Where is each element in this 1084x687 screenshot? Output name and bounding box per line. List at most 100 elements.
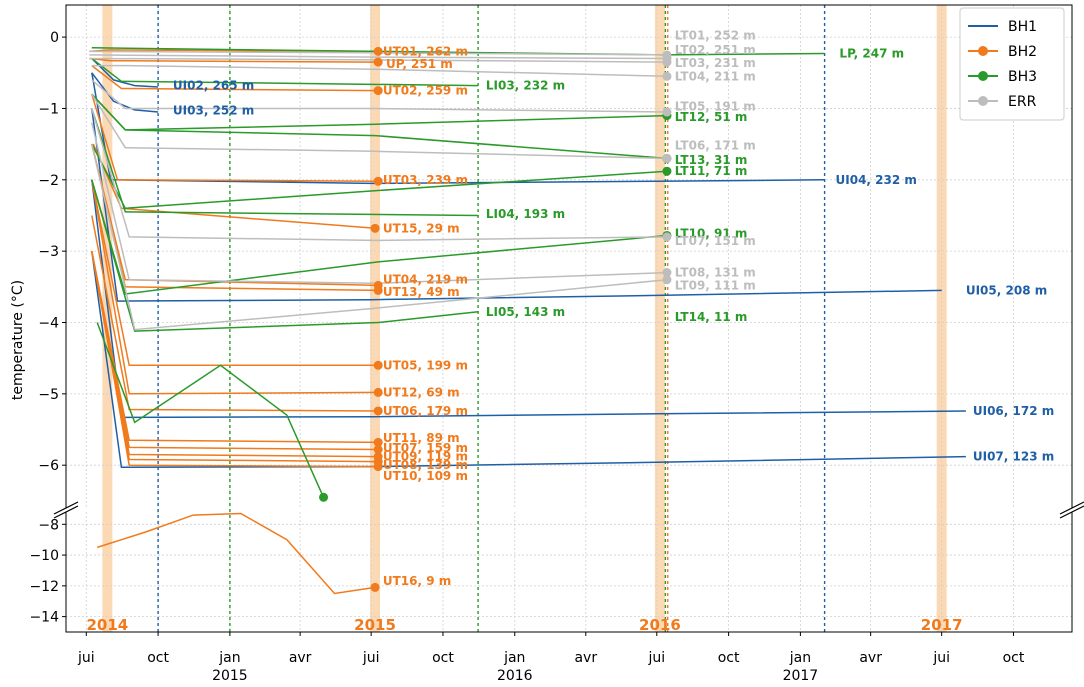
series-label-lp: LP, 247 m bbox=[839, 47, 904, 61]
legend-box bbox=[959, 7, 1065, 121]
series-label-ut16: UT16, 9 m bbox=[383, 574, 451, 588]
year-label-2014: 2014 bbox=[86, 616, 128, 634]
x-tick-label: oct bbox=[1003, 650, 1025, 666]
series-line-ut02 bbox=[91, 65, 379, 92]
x-tick-label: avr bbox=[574, 650, 597, 666]
year-label-2015: 2015 bbox=[354, 616, 396, 634]
series-label-ut05: UT05, 199 m bbox=[383, 358, 468, 372]
series-label-lt10: LT10, 91 m bbox=[675, 226, 748, 240]
series-line-lt09 bbox=[91, 143, 667, 331]
series-label-lt05: LT05, 191 m bbox=[675, 99, 756, 113]
series-line-ut03 bbox=[91, 93, 379, 182]
y-tick-label: −5 bbox=[38, 387, 59, 403]
series-marker-ut07 bbox=[373, 444, 383, 454]
x-tick-label: jui bbox=[77, 650, 95, 666]
series-label-lt07: LT07, 151 m bbox=[675, 234, 756, 248]
series-line-lt07 bbox=[91, 108, 667, 242]
series-label-lt11: LT11, 71 m bbox=[675, 164, 748, 178]
series-marker-ut05 bbox=[373, 360, 383, 370]
legend-label-bh1: BH1 bbox=[1008, 19, 1037, 35]
series-line-ui04 bbox=[91, 72, 825, 185]
y-tick-label: −14 bbox=[29, 610, 59, 626]
series-label-lt12: LT12, 51 m bbox=[675, 110, 748, 124]
series-line-lt02 bbox=[89, 54, 667, 60]
series-line-ut12 bbox=[91, 179, 379, 395]
upper-frame bbox=[65, 4, 1073, 508]
series-marker-ut15 bbox=[370, 223, 380, 233]
y-tick-label: −3 bbox=[38, 244, 59, 260]
series-label-li05: LI05, 143 m bbox=[486, 305, 565, 319]
series-line-lt11 bbox=[91, 143, 667, 210]
series-line-lt14 bbox=[96, 322, 325, 498]
legend-label-bh3: BH3 bbox=[1008, 69, 1037, 85]
series-line-ut15 bbox=[92, 143, 376, 230]
axes-frame bbox=[53, 4, 1084, 633]
legend-label-bh2: BH2 bbox=[1008, 44, 1037, 60]
x-tick-label: oct bbox=[432, 650, 454, 666]
year-band-2014 bbox=[102, 5, 113, 632]
axis-break-right bbox=[1059, 505, 1084, 519]
series-line-lt13 bbox=[91, 93, 667, 160]
series-line-lt05 bbox=[91, 79, 667, 113]
series-label-li04: LI04, 193 m bbox=[486, 207, 565, 221]
series-line-ut06 bbox=[91, 215, 379, 412]
series-line-lt08 bbox=[91, 122, 667, 285]
x-tick-label: jui bbox=[647, 650, 665, 666]
series-line-ui07 bbox=[91, 250, 966, 469]
series-marker-ut01 bbox=[373, 46, 383, 56]
series-line-ui06 bbox=[91, 179, 966, 419]
series-labels: 2014 2015 2016 2017 UI02, 265 m UI03, 252 m UI… bbox=[86, 29, 1054, 634]
series-label-lt03: LT03, 231 m bbox=[675, 56, 756, 70]
series-lines bbox=[89, 47, 966, 595]
x-tick-year-label: 2017 bbox=[783, 668, 819, 684]
series-marker-lt03 bbox=[662, 57, 672, 67]
series-label-lt09: LT09, 111 m bbox=[675, 278, 756, 292]
series-label-lt06: LT06, 171 m bbox=[675, 139, 756, 153]
series-label-ut10: UT10, 109 m bbox=[383, 469, 468, 483]
series-marker-ut13 bbox=[373, 285, 383, 295]
series-line-ut16 bbox=[96, 512, 376, 595]
series-label-ui07: UI07, 123 m bbox=[973, 450, 1054, 464]
series-label-lt08: LT08, 131 m bbox=[675, 266, 756, 280]
series-marker-ut16 bbox=[370, 582, 380, 592]
legend: BH1 BH2 BH3 ERR bbox=[959, 7, 1065, 121]
series-marker-lt07 bbox=[662, 232, 672, 242]
lower-frame bbox=[65, 512, 1073, 633]
legend-marker-err bbox=[978, 96, 988, 106]
axis-ticks: 0 −1 −2 −3 −4 −5 −6 −8 −10 −12 −14 jui oct jan 2015 avr… bbox=[29, 30, 1024, 684]
series-line-ut05 bbox=[91, 179, 379, 367]
series-label-ut08: UT08, 139 m bbox=[383, 458, 468, 472]
series-label-ut12: UT12, 69 m bbox=[383, 385, 460, 399]
series-marker-lt05 bbox=[662, 107, 672, 117]
series-label-ut02: UT02, 259 m bbox=[383, 84, 468, 98]
axis-break-left bbox=[53, 501, 79, 515]
series-label-ui03: UI03, 252 m bbox=[173, 104, 254, 118]
series-line-lt04 bbox=[91, 64, 667, 78]
series-label-lt04: LT04, 211 m bbox=[675, 69, 756, 83]
series-label-ut06: UT06, 179 m bbox=[383, 404, 468, 418]
year-band-2016 bbox=[654, 5, 665, 632]
x-tick-label: jui bbox=[362, 650, 380, 666]
series-label-ut01: UT01, 262 m bbox=[383, 44, 468, 58]
x-tick-label: jan bbox=[503, 650, 525, 666]
legend-marker-bh3 bbox=[978, 71, 988, 81]
x-tick-label: avr bbox=[859, 650, 882, 666]
series-label-ui04: UI04, 232 m bbox=[836, 173, 917, 187]
x-tick-year-label: 2016 bbox=[497, 668, 533, 684]
y-tick-label: −1 bbox=[38, 101, 59, 117]
x-tick-label: oct bbox=[718, 650, 740, 666]
series-line-li05 bbox=[91, 179, 479, 332]
x-tick-label: jan bbox=[789, 650, 811, 666]
year-label-2017: 2017 bbox=[921, 616, 963, 634]
series-label-ut09: UT09, 119 m bbox=[383, 450, 468, 464]
series-marker-ut10 bbox=[373, 462, 383, 472]
series-label-lt14: LT14, 11 m bbox=[675, 310, 748, 324]
x-tick-label: avr bbox=[289, 650, 312, 666]
legend-marker-bh2 bbox=[978, 46, 988, 56]
series-label-ut04: UT04, 219 m bbox=[383, 273, 468, 287]
series-marker-lt04 bbox=[662, 71, 672, 81]
x-tick-label: oct bbox=[147, 650, 169, 666]
series-label-li03: LI03, 232 m bbox=[486, 79, 565, 93]
series-line-ui05 bbox=[91, 108, 942, 302]
series-line-li04 bbox=[91, 108, 479, 217]
